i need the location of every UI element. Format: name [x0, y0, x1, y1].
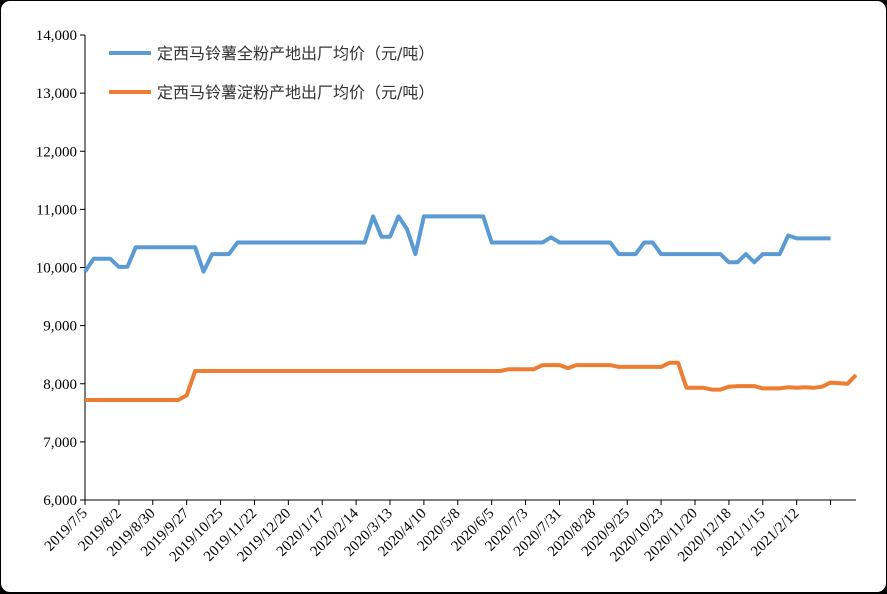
y-axis-ticks: 6,000 7,000 8,000 9,000 10,000 11,000 12,000 13… — [36, 28, 85, 509]
legend-label-1: 定西马铃薯全粉产地出厂均价（元/吨） — [157, 44, 434, 63]
series-lines — [83, 214, 858, 402]
y-tick-label: 12,000 — [36, 144, 77, 160]
y-tick-label: 14,000 — [36, 28, 77, 44]
y-tick-label: 10,000 — [36, 261, 77, 277]
legend: 定西马铃薯全粉产地出厂均价（元/吨） 定西马铃薯淀粉产地出厂均价（元/吨） — [109, 44, 434, 102]
y-tick-label: 13,000 — [36, 86, 77, 102]
y-tick-label: 7,000 — [43, 435, 77, 451]
series-line-1 — [83, 214, 831, 274]
y-tick-label: 8,000 — [43, 377, 77, 393]
y-tick-label: 9,000 — [43, 319, 77, 335]
x-axis-ticks: 2019/7/52019/8/22019/8/302019/9/272019/1… — [42, 500, 832, 565]
y-tick-label: 11,000 — [36, 202, 77, 218]
y-tick-label: 6,000 — [43, 493, 77, 509]
series-line-2 — [85, 360, 858, 402]
legend-label-2: 定西马铃薯淀粉产地出厂均价（元/吨） — [157, 83, 434, 102]
